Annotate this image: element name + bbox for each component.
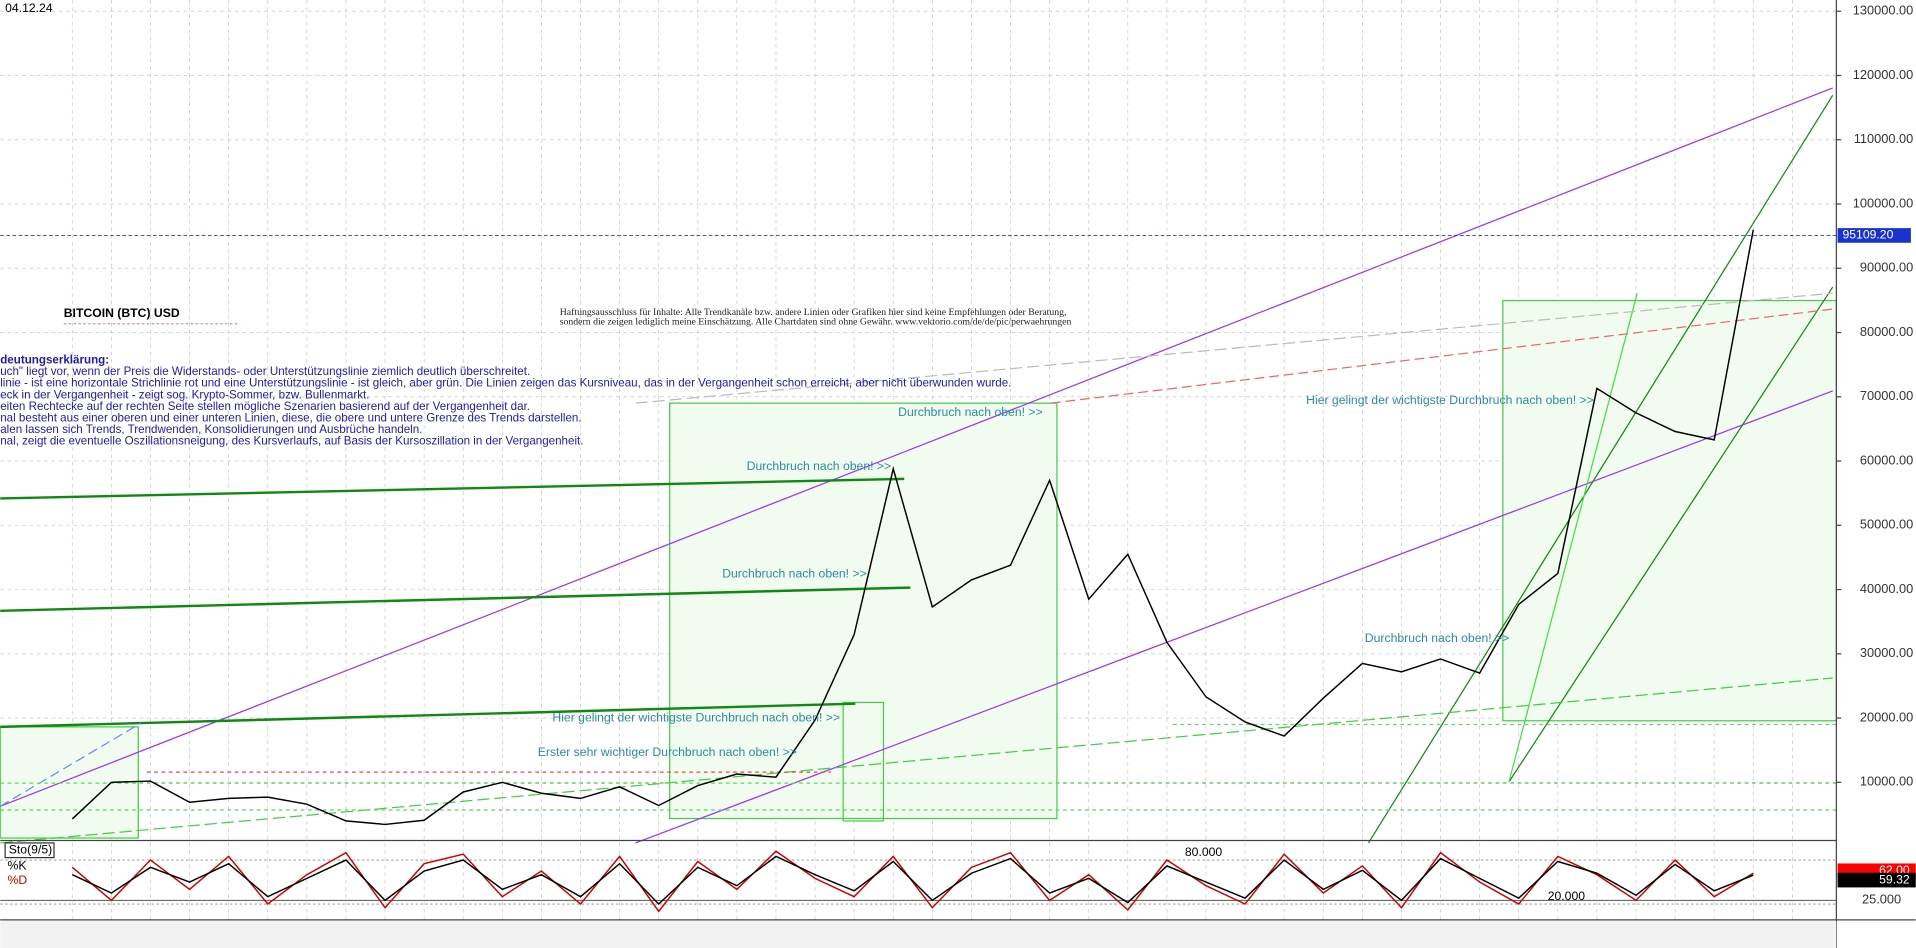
annotation: Durchbruch nach oben! >> (1365, 631, 1510, 645)
y-tick-label: 90000.00 (1860, 260, 1913, 275)
y-tick-label: 110000.00 (1854, 131, 1914, 146)
legend-entry: %D (8, 873, 28, 887)
y-tick-label: 50000.00 (1860, 517, 1913, 532)
explanation-line: alen lassen sich Trends, Trendwenden, Ko… (0, 423, 422, 436)
y-tick-label: 20000.00 (1860, 709, 1913, 724)
series-line (71, 229, 1755, 826)
annotation: Durchbruch nach oben! >> (722, 566, 867, 580)
y-tick-label: 120000.00 (1853, 67, 1914, 82)
series-line (71, 855, 1754, 906)
chart-date: 04.12.24 (5, 1, 53, 15)
explanation-line: nal besteht aus einer oberen und einer u… (0, 411, 581, 424)
annotation: Erster sehr wichtiger Durchbruch nach ob… (538, 745, 797, 759)
y-tick-label: 70000.00 (1860, 388, 1913, 403)
explanation-line: nal, zeigt die eventuelle Oszillationsne… (0, 435, 583, 448)
level-label: 20.000 (1548, 889, 1586, 903)
trend-line (0, 87, 1833, 807)
annotation: Durchbruch nach oben! >> (898, 405, 1043, 419)
explanation-line: eiten Rechtecke auf der rechten Seite st… (0, 400, 530, 413)
level-label: 80.000 (1185, 845, 1223, 859)
bull-rect (669, 402, 1058, 820)
trend-line (635, 292, 1833, 404)
support-line (0, 677, 1833, 844)
trend-line (0, 586, 911, 613)
y-tick-label: 25.000 (1862, 892, 1901, 907)
trend-line (0, 702, 856, 729)
annotation: Hier gelingt der wichtigste Durchbruch n… (1306, 393, 1594, 407)
drawings (0, 87, 1837, 844)
explanation: deutungserklärung:uch" liegt vor, wenn d… (0, 353, 1011, 447)
last-price-label: 95109.20 (1842, 228, 1893, 242)
y-tick-label: 130000.00 (1853, 3, 1914, 18)
explanation-line: linie - ist eine horizontale Strichlinie… (0, 377, 1011, 390)
y-tick-label: 40000.00 (1860, 581, 1913, 596)
series-line (71, 850, 1754, 913)
indicator-title: Sto(9/5) (9, 842, 52, 856)
annotation: Durchbruch nach oben! >> (747, 459, 892, 473)
bull-rect (842, 701, 885, 822)
legend-entry: %K (8, 858, 27, 872)
value-marker-label: 59.32 (1879, 872, 1910, 886)
scenario-rect (1502, 299, 1837, 722)
y-tick-label: 100000.00 (1853, 195, 1914, 210)
explanation-line: deutungserklärung: (0, 353, 109, 366)
x-axis-band (0, 921, 1837, 948)
y-tick-label: 30000.00 (1860, 645, 1913, 660)
channel-line (1508, 286, 1834, 783)
disclaimer: Haftungsausschluss für Inhalte: Alle Tre… (560, 307, 1067, 318)
channel-line (1367, 94, 1834, 844)
explanation-line: uch" liegt vor, wenn der Preis die Wider… (0, 365, 530, 378)
annotation: Hier gelingt der wichtigste Durchbruch n… (552, 711, 840, 725)
explanation-line: eck in der Vergangenheit - zeigt sog. Kr… (0, 388, 369, 401)
trend-line (0, 722, 142, 807)
chart-title: BITCOIN (BTC) USD (64, 306, 180, 320)
y-tick-label: 80000.00 (1860, 324, 1913, 339)
last-price-box (1837, 228, 1911, 243)
trend-line (0, 477, 905, 500)
disclaimer: sondern die zeigen lediglich meine Einsc… (560, 317, 1072, 328)
value-marker (1837, 872, 1916, 888)
channel-line (1508, 293, 1638, 783)
indicator-box (4, 842, 55, 859)
y-tick-label: 10000.00 (1860, 774, 1913, 789)
y-tick-label: 60000.00 (1860, 452, 1913, 467)
